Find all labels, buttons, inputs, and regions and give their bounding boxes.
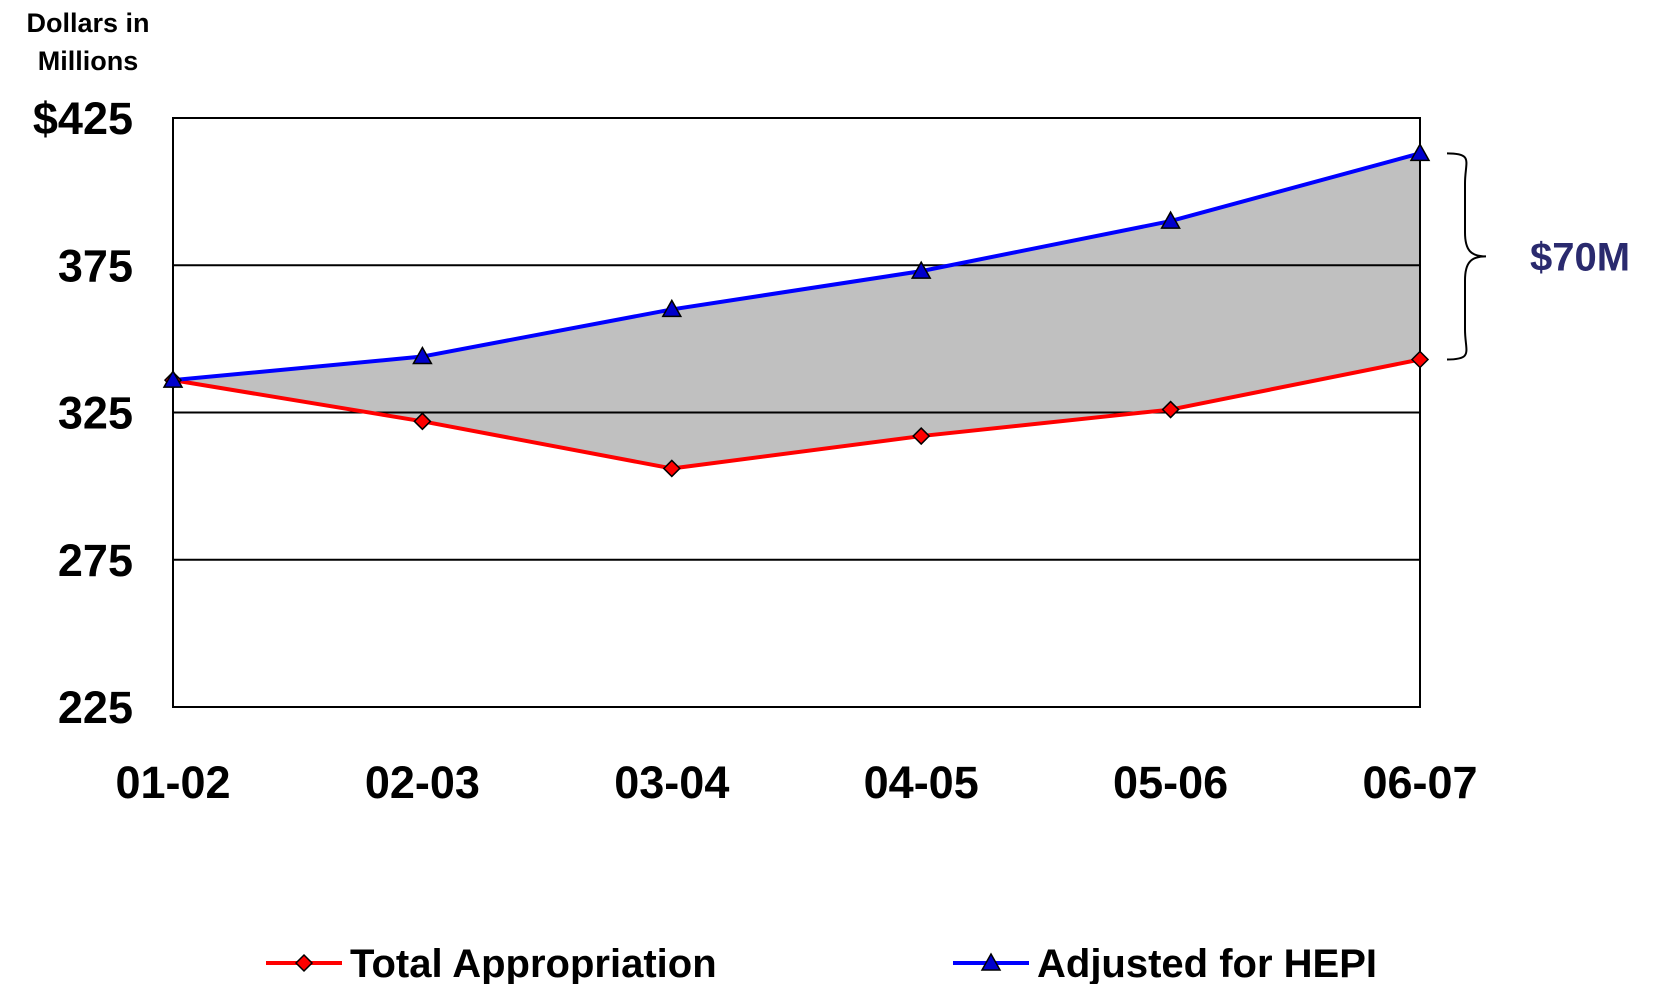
y-tick-label: 375 xyxy=(58,240,133,291)
x-tick-label: 04-05 xyxy=(864,757,979,808)
x-tick-label: 06-07 xyxy=(1362,757,1477,808)
marker-triangle xyxy=(162,369,184,388)
marker-diamond xyxy=(662,459,681,478)
marker-diamond xyxy=(1410,350,1430,369)
annotation-label: $70M xyxy=(1530,235,1630,279)
y-tick-label: $425 xyxy=(33,93,133,144)
y-axis-title-line-2: Millions xyxy=(38,46,139,76)
marker-triangle xyxy=(910,260,932,279)
marker-diamond xyxy=(912,426,931,446)
series-line-0 xyxy=(172,357,1421,471)
x-tick-label: 01-02 xyxy=(115,757,230,808)
x-tick-label: 02-03 xyxy=(365,757,480,808)
y-tick-label: 275 xyxy=(58,535,133,586)
annotation-brace xyxy=(1446,152,1487,361)
series-lines xyxy=(172,151,1421,471)
legend: Total Appropriation Adjusted for HEPI xyxy=(266,942,1377,984)
x-tick-label: 03-04 xyxy=(614,757,729,808)
legend-marker-diamond xyxy=(294,953,314,973)
x-tick-labels: 01-02 02-03 03-04 04-05 05-06 06-07 xyxy=(115,757,1477,808)
plot-area-frame xyxy=(172,117,1421,708)
y-axis-title-line-1: Dollars in xyxy=(26,8,149,38)
y-tick-label: 225 xyxy=(58,682,133,733)
legend-marker-triangle xyxy=(980,952,1002,971)
shaded-gap-area xyxy=(173,153,1420,469)
y-tick-label: 325 xyxy=(58,388,133,439)
series-line-1 xyxy=(172,151,1421,383)
series-markers xyxy=(162,142,1431,478)
legend-label: Total Appropriation xyxy=(350,942,717,984)
marker-diamond xyxy=(413,412,432,431)
legend-label: Adjusted for HEPI xyxy=(1037,942,1377,984)
marker-triangle xyxy=(661,298,683,318)
marker-triangle xyxy=(412,346,433,365)
marker-triangle xyxy=(1160,210,1181,229)
marker-triangle xyxy=(1409,142,1431,162)
y-tick-labels: $425 375 325 275 225 xyxy=(33,93,133,733)
marker-diamond xyxy=(1161,400,1180,419)
x-tick-label: 05-06 xyxy=(1113,757,1228,808)
